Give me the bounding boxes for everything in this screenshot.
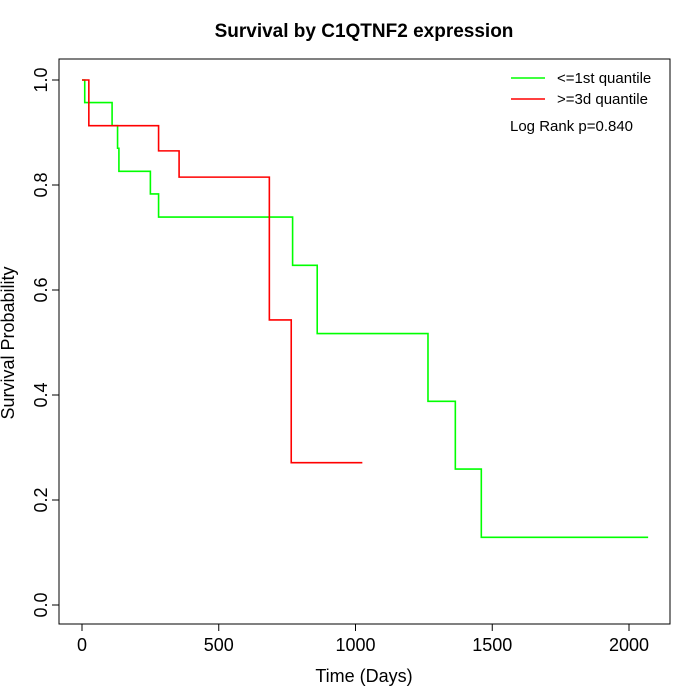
y-tick-label: 0.4 bbox=[31, 382, 51, 407]
x-axis: 0 500 1000 1500 2000 bbox=[77, 623, 649, 655]
y-tick-label: 0.2 bbox=[31, 487, 51, 512]
x-tick-label: 500 bbox=[204, 635, 234, 655]
y-axis: 0.0 0.2 0.4 0.6 0.8 1.0 bbox=[31, 67, 60, 618]
series-line-1 bbox=[82, 79, 363, 464]
x-tick-label: 1000 bbox=[335, 635, 375, 655]
x-axis-label: Time (Days) bbox=[315, 666, 412, 686]
x-tick-label: 0 bbox=[77, 635, 87, 655]
series-layer bbox=[82, 79, 649, 539]
y-tick-label: 0.0 bbox=[31, 592, 51, 617]
y-tick-label: 1.0 bbox=[31, 67, 51, 92]
x-tick-label: 2000 bbox=[609, 635, 649, 655]
y-axis-label: Survival Probability bbox=[0, 266, 18, 419]
y-tick-label: 0.6 bbox=[31, 277, 51, 302]
series-line-0 bbox=[82, 79, 649, 539]
log-rank-annotation: Log Rank p=0.840 bbox=[510, 118, 633, 135]
legend: <=1st quantile >=3d quantile bbox=[511, 70, 651, 108]
x-tick-label: 1500 bbox=[472, 635, 512, 655]
chart-title: Survival by C1QTNF2 expression bbox=[215, 21, 514, 42]
y-tick-label: 0.8 bbox=[31, 172, 51, 197]
legend-label-1: >=3d quantile bbox=[557, 91, 648, 108]
legend-label-0: <=1st quantile bbox=[557, 70, 651, 87]
